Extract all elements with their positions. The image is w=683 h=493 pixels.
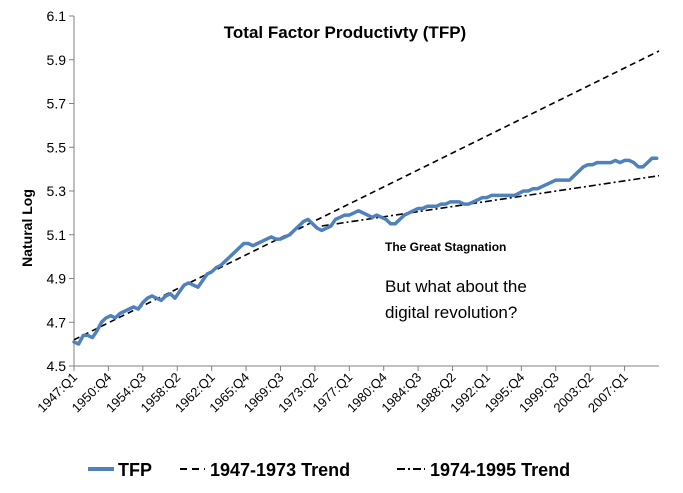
annotation-question-line2: digital revolution? <box>385 303 517 322</box>
y-tick-label: 5.9 <box>47 52 67 68</box>
legend-label-tfp: TFP <box>118 460 152 480</box>
y-tick-label: 4.7 <box>47 314 67 330</box>
y-tick-label: 5.7 <box>47 96 67 112</box>
y-tick-label: 5.5 <box>47 139 67 155</box>
annotation-question-line1: But what about the <box>385 277 527 296</box>
legend: TFP 1947-1973 Trend 1974-1995 Trend <box>88 460 570 480</box>
series-line-1947-1973-trend <box>73 50 660 341</box>
y-axis-label: Natural Log <box>19 189 35 267</box>
series-group <box>72 50 660 346</box>
chart-title: Total Factor Productivty (TFP) <box>224 23 466 42</box>
y-axis: 4.5 4.7 4.9 5.1 5.3 5.5 5.7 5.9 6.1 <box>47 8 75 374</box>
annotation-great-stagnation: The Great Stagnation <box>385 240 506 254</box>
legend-label-1947-1973-trend: 1947-1973 Trend <box>210 460 350 480</box>
series-line-1974-1995-trend <box>321 174 660 227</box>
y-tick-label: 5.1 <box>47 227 67 243</box>
x-axis: 1947:Q11950:Q41954:Q31958:Q21962:Q11965:… <box>34 365 659 415</box>
y-tick-label: 6.1 <box>47 8 67 24</box>
y-tick-label: 4.5 <box>47 358 67 374</box>
series-line-tfp <box>72 156 659 346</box>
legend-label-1974-1995-trend: 1974-1995 Trend <box>430 460 570 480</box>
y-tick-label: 5.3 <box>47 183 67 199</box>
y-tick-label: 4.9 <box>47 271 67 287</box>
